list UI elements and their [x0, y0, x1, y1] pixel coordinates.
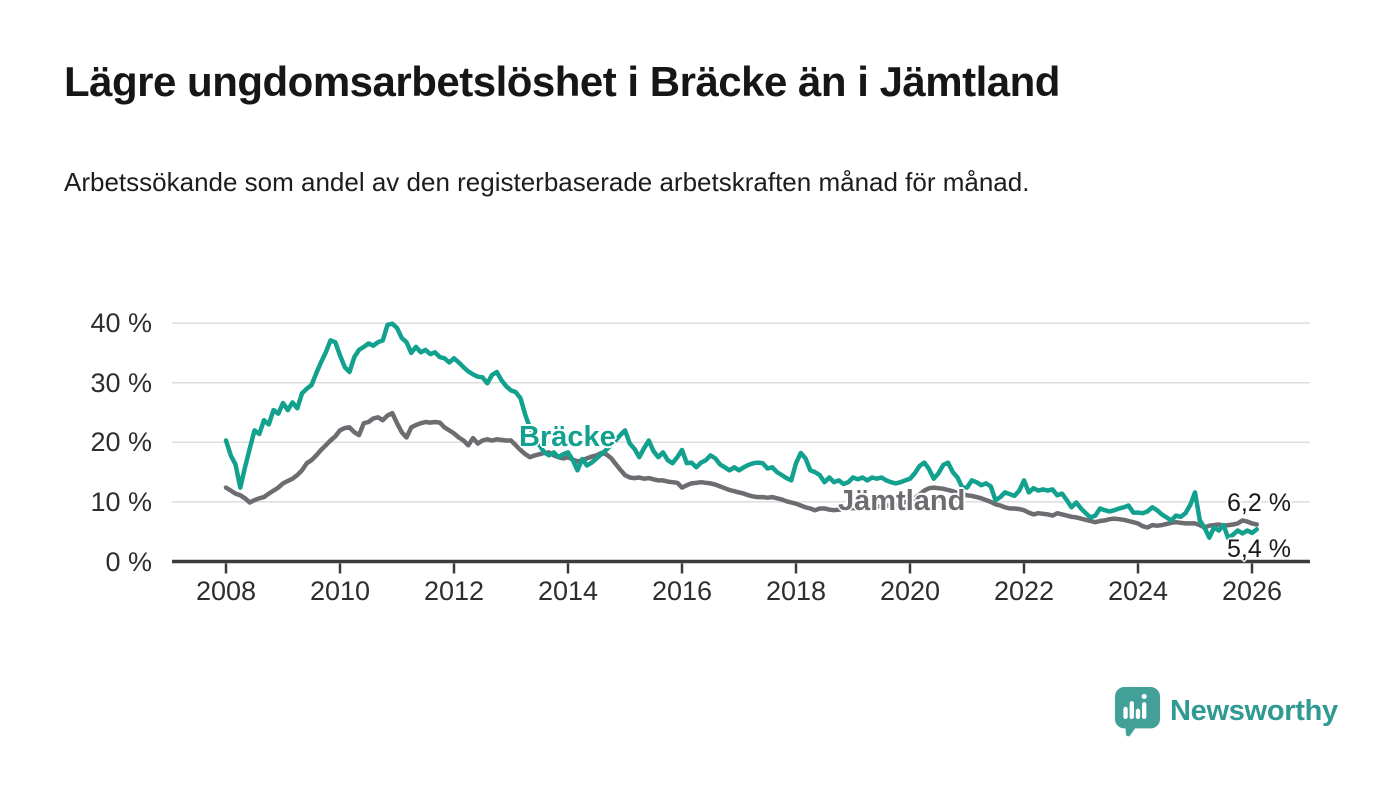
x-axis-label: 2016 — [651, 576, 713, 606]
x-axis-label: 2010 — [309, 576, 371, 606]
bracke-end-value-label: 5,4 % — [1227, 535, 1291, 563]
jamtland-end-value-label: 6,2 % — [1227, 489, 1291, 517]
brand-name: Newsworthy — [1170, 695, 1338, 727]
logo-bars — [1123, 693, 1147, 720]
jamtland-series-label: Jämtland — [838, 485, 966, 517]
chart-subtitle: Arbetssökande som andel av den registerb… — [64, 167, 1030, 197]
x-axis-label: 2008 — [195, 576, 257, 606]
x-axis-label: 2014 — [537, 576, 599, 606]
x-axis-label: 2012 — [423, 576, 485, 606]
y-axis-label: 0 % — [105, 546, 152, 577]
brand-footer: Newsworthy — [1114, 686, 1338, 737]
bracke-line — [223, 321, 1260, 541]
y-axis-label: 10 % — [90, 486, 152, 517]
y-axis-label: 20 % — [90, 427, 152, 458]
x-axis-label: 2018 — [765, 576, 827, 606]
chart-title: Lägre ungdomsarbetslöshet i Bräcke än i … — [64, 58, 1060, 105]
bracke-series-label: Bräcke — [519, 421, 616, 453]
x-axis-label: 2026 — [1221, 576, 1283, 606]
y-axis-label: 40 % — [90, 308, 152, 339]
x-axis-label: 2024 — [1107, 576, 1169, 606]
x-axis-label: 2020 — [879, 576, 941, 606]
jamtland-line — [223, 410, 1260, 530]
y-axis-label: 30 % — [90, 367, 152, 398]
x-axis-label: 2022 — [993, 576, 1055, 606]
newsworthy-logo-icon — [1114, 687, 1161, 737]
